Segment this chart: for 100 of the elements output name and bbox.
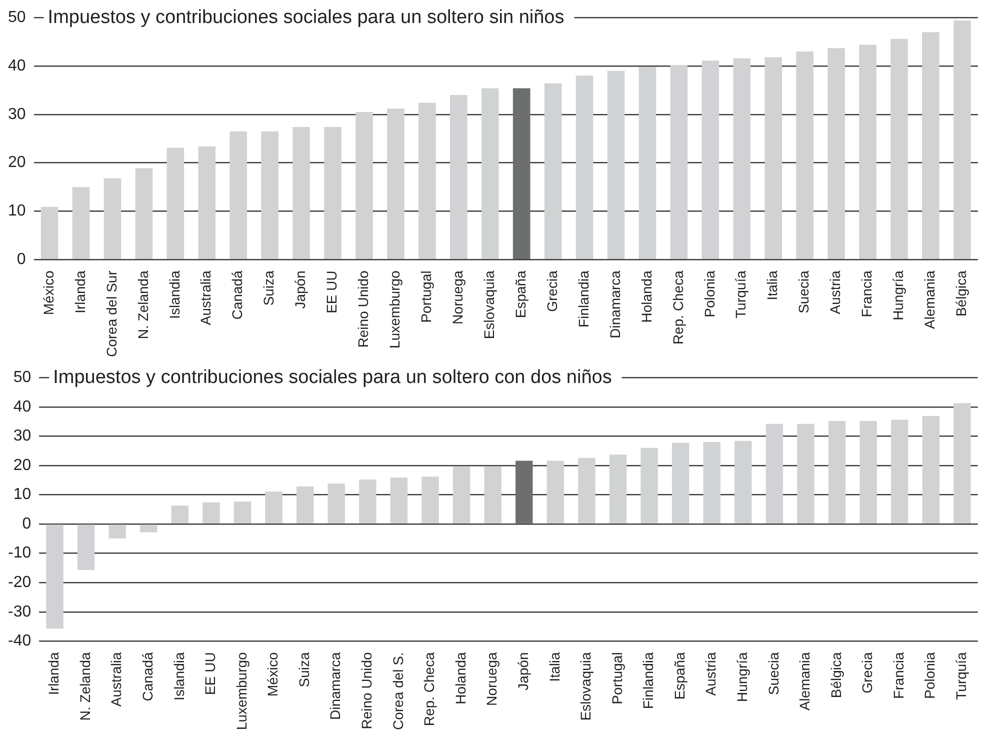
bar [546, 460, 564, 524]
x-tick-label: Eslovaquia [578, 652, 594, 721]
x-tick-label: Alemania [796, 652, 813, 711]
y-tick-label: 20 [13, 456, 32, 474]
y-tick-label: 40 [8, 57, 26, 74]
bar [46, 524, 64, 629]
bar [922, 416, 940, 524]
bar [576, 76, 594, 260]
bar [734, 440, 752, 524]
x-tick-label: Polonia [701, 270, 718, 318]
bar [670, 65, 688, 260]
x-tick-label: Turquía [953, 652, 970, 700]
x-tick-label: Hungría [890, 270, 906, 320]
x-tick-label: Islandia [166, 270, 182, 319]
x-tick-label: Reino Unido [355, 270, 372, 348]
y-tick-label: 10 [8, 202, 26, 220]
bar [702, 60, 720, 260]
x-tick-label: Dinamarca [327, 652, 344, 720]
x-tick-label: España [512, 270, 528, 318]
bar [387, 108, 404, 260]
x-tick-label: Hungría [734, 652, 750, 702]
x-tick-label: Irlanda [72, 270, 88, 314]
x-tick-label: Polonia [922, 652, 938, 699]
x-tick-label: Italia [764, 270, 780, 300]
bar [484, 466, 502, 524]
x-tick-label: Italia [546, 652, 562, 682]
chart-title: Impuestos y contribuciones sociales para un soltero con dos niños [53, 366, 612, 388]
x-tick-label: Suecia [796, 270, 812, 314]
x-tick-label: Corea del Sur [103, 270, 120, 358]
bar [296, 486, 314, 524]
bar [797, 424, 814, 524]
x-tick-label: Austria [827, 270, 844, 314]
x-tick-label: Turquía [732, 270, 749, 318]
x-tick-label: Rep. Checa [421, 652, 438, 726]
x-tick-label: Francia [890, 652, 906, 699]
bar [140, 524, 158, 532]
x-tick-label: México [40, 270, 56, 315]
bar [954, 403, 971, 524]
bar [390, 477, 408, 524]
x-tick-label: Canadá [229, 270, 246, 320]
x-tick-label: Finlandia [575, 270, 592, 328]
bar [638, 66, 656, 260]
x-tick-label: Australia [108, 652, 124, 707]
y-tick-label: -20 [8, 574, 32, 592]
bar [356, 112, 373, 260]
x-tick-label: Eslovaquia [480, 270, 497, 340]
bar [72, 187, 90, 260]
x-tick-label: Suiza [260, 270, 277, 306]
x-tick-label: Corea del S. [390, 652, 406, 730]
x-tick-label: Austria [702, 652, 719, 696]
x-tick-label: Noruega [450, 270, 466, 324]
x-tick-label: México [264, 652, 281, 697]
bar [860, 420, 877, 524]
bar [418, 102, 436, 260]
y-tick-label: -10 [8, 544, 32, 562]
bar [265, 492, 282, 524]
y-tick-label: 20 [8, 154, 26, 172]
bar [512, 88, 530, 260]
y-tick-label: -40 [8, 632, 32, 650]
bar [198, 146, 216, 260]
x-tick-label: España [671, 652, 688, 700]
bar [672, 442, 690, 524]
x-tick-label: Canadá [140, 652, 156, 702]
x-tick-label: EE UU [202, 652, 218, 695]
bar [452, 466, 470, 524]
bar [954, 20, 971, 260]
y-tick-label: 0 [16, 251, 26, 268]
x-tick-label: Japón [514, 652, 531, 690]
x-tick-label: N. Zelanda [134, 270, 151, 340]
bar [202, 502, 220, 524]
x-tick-label: Holanda [638, 270, 654, 323]
x-tick-label: Suiza [296, 652, 312, 688]
x-tick-label: Francia [858, 270, 875, 318]
bar [108, 524, 126, 538]
x-tick-label: Bélgica [953, 270, 970, 317]
bar [450, 95, 468, 260]
bar [422, 476, 439, 524]
x-tick-label: Holanda [452, 652, 468, 704]
chart-title: Impuestos y contribuciones sociales para un soltero sin niños [48, 6, 564, 28]
bar [733, 58, 751, 260]
x-tick-label: EE UU [324, 270, 340, 314]
bar [922, 32, 940, 260]
x-tick-label: Portugal [418, 270, 434, 323]
y-tick-label: -30 [8, 603, 32, 620]
x-tick-label: Bélgica [828, 652, 844, 698]
y-tick-label: 10 [13, 486, 32, 504]
x-tick-label: Rep. Checa [670, 270, 686, 345]
bar [578, 458, 596, 524]
x-tick-label: Suecia [765, 652, 782, 695]
bar [481, 88, 499, 260]
x-tick-label: N. Zelanda [76, 652, 93, 721]
bar [544, 83, 562, 260]
x-tick-label: Dinamarca [606, 270, 623, 338]
bar [104, 178, 122, 260]
bar [261, 131, 278, 260]
y-tick-label: 50 [8, 9, 26, 26]
x-tick-label: Alemania [922, 270, 938, 329]
bar [230, 131, 248, 260]
bar [703, 442, 720, 524]
x-tick-label: Grecia [859, 652, 876, 694]
